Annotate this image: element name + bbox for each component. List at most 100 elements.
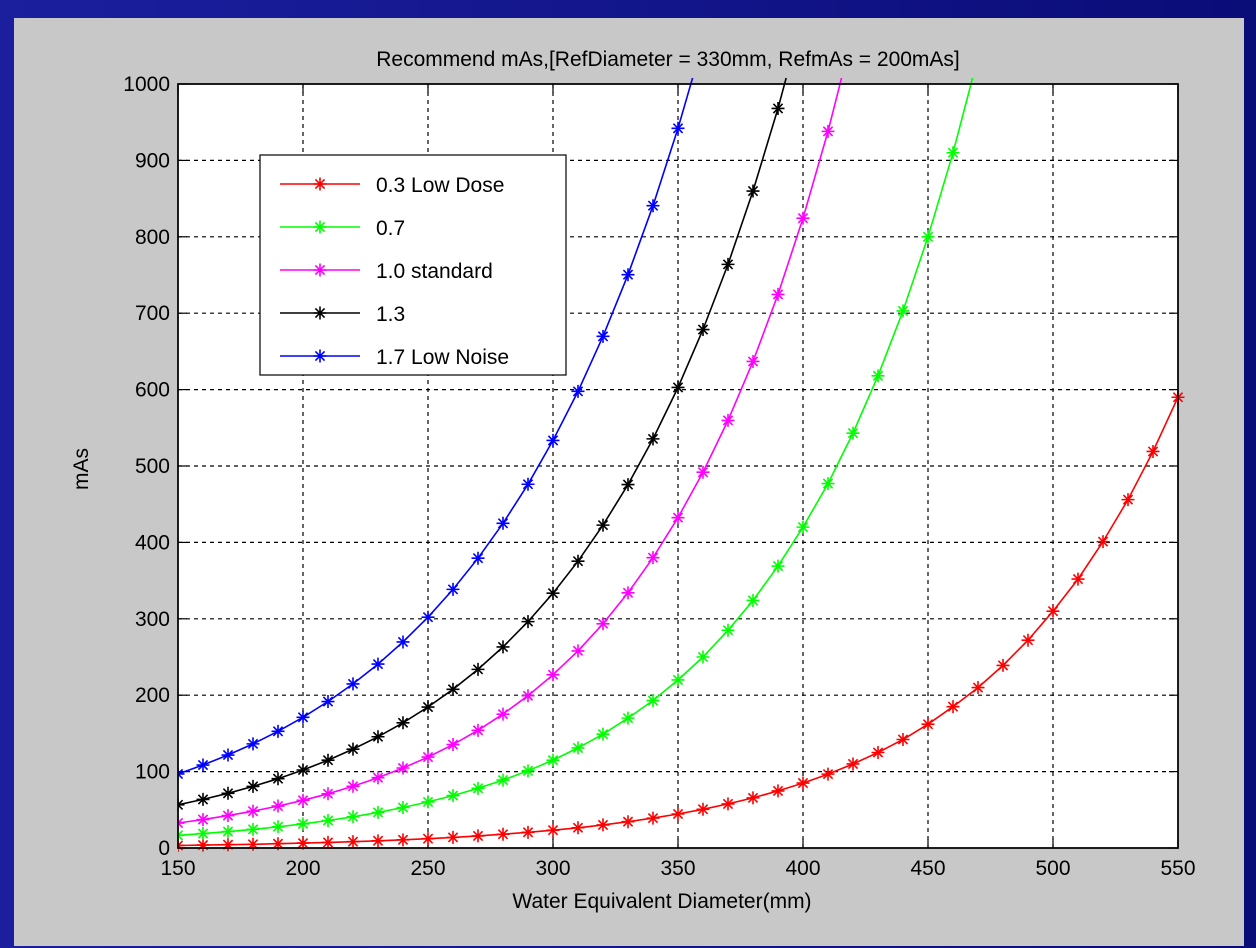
data-point — [196, 758, 210, 772]
data-point — [271, 837, 285, 851]
y-axis-label: mAs — [70, 448, 93, 490]
y-tick-label: 600 — [135, 379, 170, 402]
x-axis-label: Water Equivalent Diameter(mm) — [512, 890, 811, 913]
data-point — [421, 832, 435, 846]
data-point — [521, 689, 535, 703]
y-tick-label: 500 — [135, 455, 170, 478]
data-point — [671, 380, 685, 394]
data-point — [696, 650, 710, 664]
x-tick-label: 450 — [910, 857, 945, 880]
data-point — [396, 833, 410, 847]
data-point — [646, 811, 660, 825]
data-point — [596, 329, 610, 343]
legend-box — [259, 154, 567, 376]
plot-border — [177, 83, 1179, 849]
data-point — [1071, 572, 1085, 586]
data-point — [596, 617, 610, 631]
data-point — [946, 700, 960, 714]
data-point — [846, 426, 860, 440]
data-point — [746, 184, 760, 198]
data-point — [446, 682, 460, 696]
y-tick-label: 400 — [135, 531, 170, 554]
data-point — [621, 586, 635, 600]
x-tick-label: 550 — [1160, 857, 1195, 880]
line-chart: Recommend mAs,[RefDiameter = 330mm, Refm… — [70, 48, 1196, 913]
legend: 0.3 Low Dose 0.7 1.0 standard 1.3 1.7 Low No… — [259, 154, 567, 376]
y-tick-label: 800 — [135, 226, 170, 249]
data-point — [196, 813, 210, 827]
data-point — [371, 805, 385, 819]
data-point — [796, 520, 810, 534]
data-point — [371, 834, 385, 848]
data-point — [546, 668, 560, 682]
legend-label: 1.0 standard — [376, 260, 493, 283]
data-point — [696, 465, 710, 479]
data-point — [296, 793, 310, 807]
data-point — [296, 836, 310, 850]
data-point — [971, 681, 985, 695]
data-point — [321, 753, 335, 767]
data-point — [221, 748, 235, 762]
legend-label: 0.3 Low Dose — [376, 174, 504, 197]
data-point — [471, 551, 485, 565]
data-point — [746, 354, 760, 368]
data-point — [271, 724, 285, 738]
x-tick-label: 350 — [660, 857, 695, 880]
data-point — [421, 795, 435, 809]
data-point — [646, 694, 660, 708]
data-point — [646, 432, 660, 446]
x-tick-label: 500 — [1035, 857, 1070, 880]
data-point — [196, 838, 210, 852]
y-tick-label: 200 — [135, 684, 170, 707]
data-point — [496, 516, 510, 530]
series-3 — [178, 78, 843, 830]
legend-marker — [313, 306, 327, 320]
series-lines — [178, 78, 1185, 852]
data-point — [996, 658, 1010, 672]
data-point — [771, 287, 785, 301]
data-point — [796, 211, 810, 225]
data-point — [871, 746, 885, 759]
x-tick-label: 150 — [160, 857, 195, 880]
data-point — [671, 511, 685, 525]
data-point — [796, 776, 810, 790]
data-point — [896, 304, 910, 318]
y-tick-labels: 0 100 200 300 400 500 600 700 800 900 1000 — [123, 73, 170, 860]
data-point — [371, 730, 385, 744]
data-point — [771, 784, 785, 798]
data-point — [421, 700, 435, 714]
data-point — [246, 779, 260, 793]
data-point — [446, 582, 460, 596]
data-point — [621, 478, 635, 492]
data-point — [496, 707, 510, 721]
data-point — [246, 737, 260, 751]
data-point — [821, 477, 835, 491]
data-point — [771, 101, 785, 115]
data-point — [296, 817, 310, 831]
x-tick-labels: 150 200 250 300 350 400 450 500 550 — [160, 857, 1195, 880]
series-5 — [178, 78, 694, 781]
x-tick-label: 400 — [785, 857, 820, 880]
grid-lines — [178, 84, 1178, 848]
data-point — [396, 716, 410, 730]
data-point — [246, 804, 260, 818]
data-point — [346, 810, 360, 824]
data-point — [446, 830, 460, 844]
data-point — [321, 787, 335, 801]
data-point — [821, 124, 835, 138]
data-point — [346, 779, 360, 793]
data-point — [196, 792, 210, 806]
data-point — [446, 789, 460, 803]
data-point — [546, 433, 560, 447]
data-point — [546, 586, 560, 600]
data-point — [346, 835, 360, 849]
data-point — [571, 644, 585, 658]
data-point — [346, 742, 360, 756]
data-point — [771, 559, 785, 573]
data-point — [521, 477, 535, 491]
data-point — [621, 268, 635, 282]
data-point — [321, 813, 335, 827]
data-point — [471, 829, 485, 843]
chart-figure: Recommend mAs,[RefDiameter = 330mm, Refm… — [14, 18, 1244, 946]
data-point — [196, 827, 210, 841]
